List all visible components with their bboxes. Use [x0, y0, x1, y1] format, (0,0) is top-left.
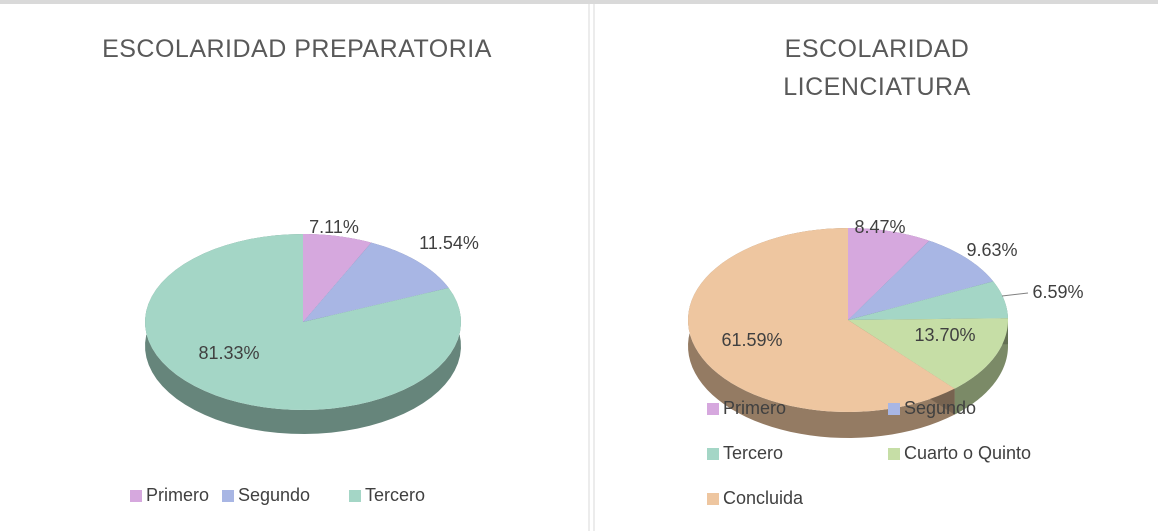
data-label: 81.33% [198, 343, 259, 363]
pie-side [954, 318, 1008, 415]
data-label: 9.63% [966, 240, 1017, 260]
legend-label: Tercero [723, 443, 783, 463]
legend-label: Tercero [365, 485, 425, 505]
legend-label: Segundo [238, 485, 310, 505]
legend-swatch [349, 490, 361, 502]
pie-slice [303, 234, 372, 322]
chart-title: ESCOLARIDAD LICENCIATURA [783, 35, 971, 101]
legend-swatch [130, 490, 142, 502]
pie-slice [848, 281, 1008, 320]
legend-label: Primero [146, 485, 209, 505]
pie-slice [688, 228, 955, 412]
data-label: 13.70% [914, 325, 975, 345]
legend-label: Segundo [904, 398, 976, 418]
pie-slice [848, 240, 994, 320]
legend-swatch [888, 403, 900, 415]
data-label: 61.59% [721, 330, 782, 350]
legend-swatch [707, 448, 719, 460]
data-label: 7.11% [309, 217, 359, 237]
data-label: 6.59% [1032, 282, 1083, 302]
chart-title: ESCOLARIDAD PREPARATORIA [102, 35, 492, 63]
data-label: 11.54% [419, 233, 479, 253]
pie-slice [848, 318, 1008, 389]
pie-side [688, 228, 955, 438]
data-label: 8.47% [854, 217, 905, 237]
legend-label: Cuarto o Quinto [904, 443, 1031, 463]
pie-slice [848, 228, 930, 320]
legend-label: Primero [723, 398, 786, 418]
top-border [0, 0, 1158, 4]
legend-label: Concluida [723, 488, 804, 508]
leader-line [1001, 292, 1029, 297]
legend-swatch [707, 403, 719, 415]
legend-swatch [888, 448, 900, 460]
legend-swatch [222, 490, 234, 502]
pie-slice [145, 234, 461, 410]
legend-swatch [707, 493, 719, 505]
pie-slice [303, 242, 449, 322]
